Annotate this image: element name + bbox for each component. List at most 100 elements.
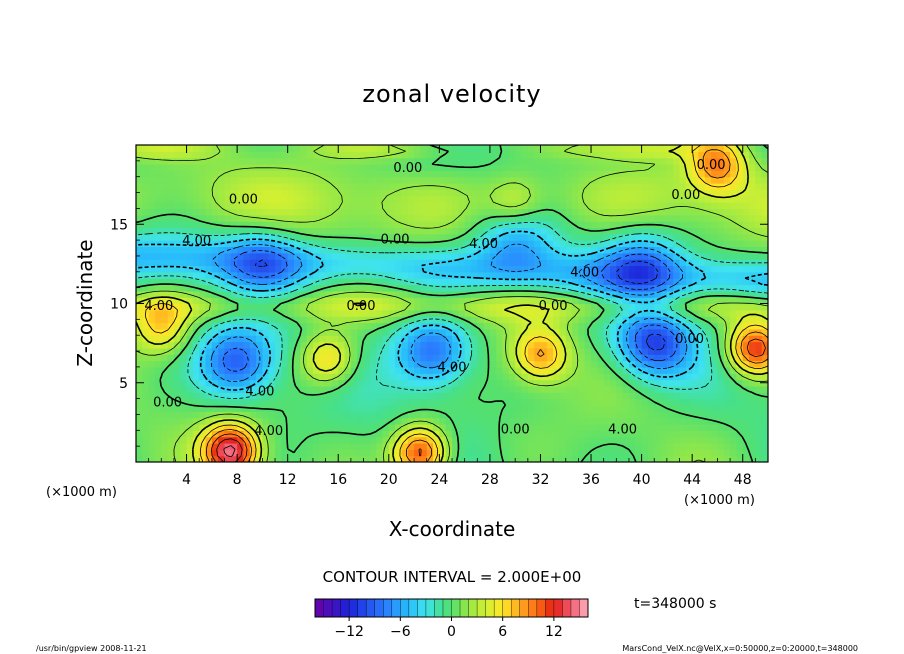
field-cell: [584, 176, 592, 184]
field-cell: [230, 278, 238, 286]
field-cell: [452, 455, 459, 462]
field-cell: [363, 404, 371, 412]
field-cell: [489, 176, 497, 184]
field-cell: [281, 303, 289, 311]
field-cell: [635, 290, 643, 298]
field-cell: [205, 398, 213, 406]
field-cell: [515, 297, 523, 305]
field-cell: [357, 335, 365, 343]
field-cell: [275, 423, 282, 431]
field-cell: [363, 189, 371, 197]
field-cell: [154, 360, 162, 368]
field-cell: [344, 316, 352, 324]
field-cell: [527, 189, 535, 197]
field-cell: [414, 347, 421, 355]
field-cell: [300, 303, 308, 311]
field-cell: [470, 411, 478, 419]
field-cell: [300, 341, 308, 349]
field-cell: [369, 366, 377, 374]
field-cell: [218, 373, 226, 381]
field-cell: [294, 392, 301, 400]
field-cell: [173, 341, 181, 349]
field-cell: [319, 379, 327, 387]
field-cell: [281, 297, 289, 305]
field-cell: [433, 170, 440, 178]
field-cell: [407, 170, 415, 178]
field-cell: [610, 189, 617, 197]
field-cell: [180, 341, 188, 349]
field-cell: [142, 170, 150, 178]
field-cell: [388, 322, 396, 330]
field-cell: [692, 151, 700, 159]
field-cell: [167, 449, 175, 457]
field-cell: [755, 246, 763, 254]
field-cell: [319, 328, 327, 336]
field-cell: [319, 195, 327, 203]
field-cell: [148, 246, 156, 254]
field-cell: [319, 246, 327, 254]
field-cell: [698, 449, 706, 457]
field-cell: [338, 170, 346, 178]
field-cell: [306, 392, 314, 400]
field-cell: [477, 145, 485, 152]
field-cell: [136, 341, 143, 349]
field-cell: [218, 290, 226, 298]
field-cell: [483, 347, 491, 355]
field-cell: [521, 328, 529, 336]
field-cell: [294, 284, 301, 292]
field-cell: [717, 373, 725, 381]
field-cell: [534, 240, 542, 248]
field-cell: [344, 271, 352, 279]
field-cell: [616, 183, 624, 190]
field-cell: [319, 430, 327, 438]
field-cell: [565, 347, 573, 355]
field-cell: [603, 354, 611, 362]
field-cell: [704, 354, 712, 362]
field-cell: [199, 322, 207, 330]
field-cell: [685, 278, 693, 286]
field-cell: [275, 436, 282, 444]
field-cell: [331, 195, 339, 203]
field-cell: [249, 455, 257, 462]
field-cell: [395, 379, 403, 387]
field-cell: [350, 423, 358, 431]
field-cell: [565, 240, 573, 248]
field-cell: [591, 385, 598, 393]
field-cell: [502, 145, 510, 152]
field-cell: [540, 322, 548, 330]
field-cell: [173, 417, 181, 425]
field-cell: [439, 252, 447, 260]
field-cell: [306, 360, 314, 368]
field-cell: [761, 297, 768, 305]
field-cell: [426, 157, 434, 165]
field-cell: [464, 392, 472, 400]
field-cell: [622, 303, 630, 311]
field-cell: [350, 309, 358, 317]
field-cell: [553, 449, 561, 457]
field-cell: [635, 265, 643, 273]
field-cell: [622, 290, 630, 298]
field-cell: [268, 335, 276, 343]
field-cell: [350, 297, 358, 305]
field-cell: [192, 246, 200, 254]
field-cell: [647, 233, 655, 241]
field-cell: [761, 240, 768, 248]
field-cell: [205, 183, 213, 190]
field-cell: [180, 309, 188, 317]
field-cell: [218, 202, 226, 209]
field-cell: [458, 442, 466, 450]
field-cell: [161, 411, 169, 419]
field-cell: [161, 183, 169, 190]
field-cell: [275, 417, 282, 425]
field-cell: [660, 271, 668, 279]
field-cell: [666, 259, 674, 267]
field-cell: [167, 246, 175, 254]
field-cell: [692, 265, 700, 273]
field-cell: [218, 246, 226, 254]
field-cell: [331, 252, 339, 260]
field-cell: [679, 246, 687, 254]
field-cell: [211, 309, 219, 317]
field-cell: [154, 398, 162, 406]
field-cell: [591, 379, 598, 387]
field-cell: [464, 259, 472, 267]
